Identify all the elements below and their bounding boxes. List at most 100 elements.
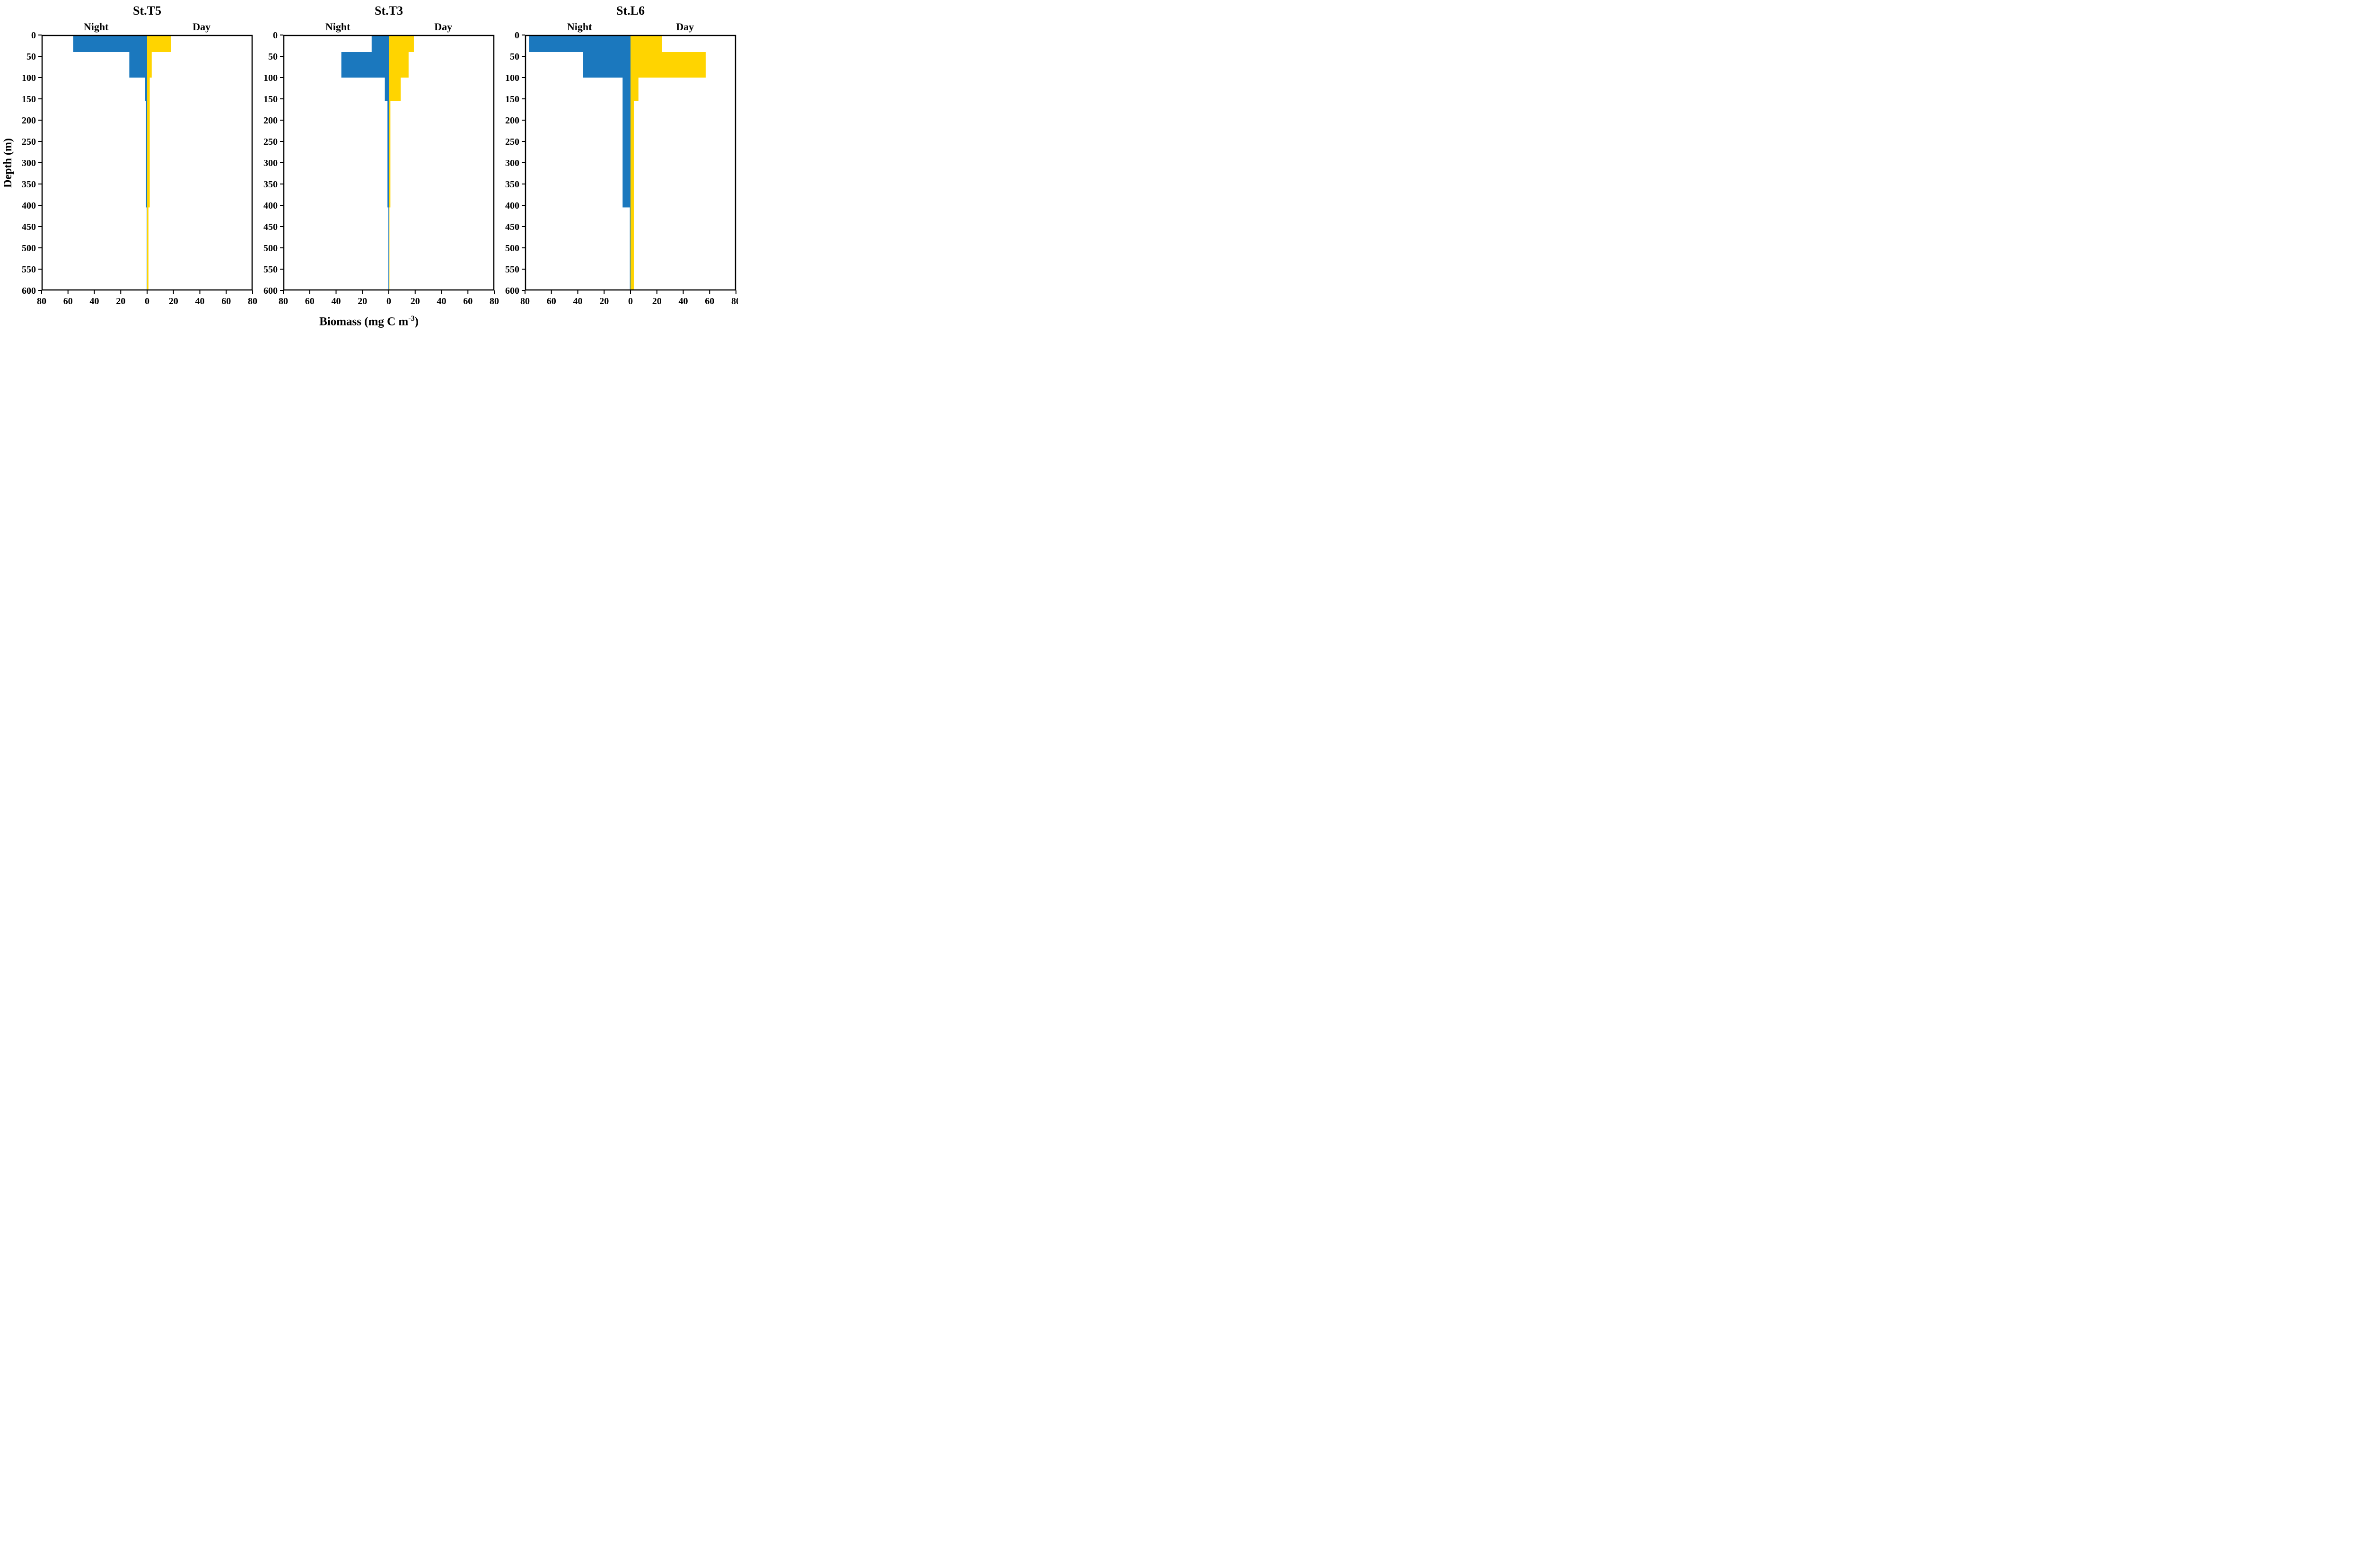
plot-border [525, 35, 736, 291]
panel-st-l6: St.L6 Night Day 806040200204060800501001… [500, 4, 738, 307]
y-tick-label: 150 [22, 94, 36, 105]
x-tick-label: 80 [37, 296, 46, 307]
x-tick-label: 60 [63, 296, 73, 307]
x-axis-label: Biomass (mg C m-3) [0, 315, 738, 328]
y-tick-label: 200 [505, 115, 519, 126]
y-tick-label: 50 [510, 52, 519, 62]
y-tick-label: 350 [22, 179, 36, 190]
x-tick-label: 20 [599, 296, 609, 307]
night-label: Night [567, 21, 592, 33]
night-bar [622, 78, 631, 101]
day-bar [631, 78, 639, 101]
y-axis-label: Depth (m) [1, 138, 14, 188]
y-tick-label: 350 [263, 179, 278, 190]
x-tick-label: 80 [490, 296, 499, 307]
night-day-labels: Night Day [42, 21, 253, 35]
night-bar [129, 52, 147, 78]
night-bar [73, 35, 147, 52]
y-tick-label: 50 [26, 52, 36, 62]
x-tick-label: 60 [705, 296, 714, 307]
y-tick-label: 550 [22, 264, 36, 275]
day-bar [147, 207, 149, 290]
y-tick-label: 500 [22, 243, 36, 254]
day-bar [147, 101, 150, 208]
night-bar [146, 101, 147, 208]
y-tick-label: 400 [505, 201, 519, 211]
panel-title: St.T5 [133, 4, 161, 18]
y-tick-label: 300 [22, 158, 36, 168]
y-tick-label: 250 [505, 137, 519, 147]
x-tick-label: 40 [679, 296, 688, 307]
panels-row: St.T5 Night Day 80 60 40 20 0 20 40 60 80 0 50 100 1… [17, 4, 738, 307]
day-bar [631, 101, 634, 208]
y-tick-label: 600 [263, 286, 278, 296]
chart-svg: 8060402002040608005010015020025030035040… [505, 30, 738, 307]
y-tick-label: 550 [263, 264, 278, 275]
day-bar [389, 52, 409, 78]
y-tick-label: 550 [505, 264, 519, 275]
x-axis-label-suffix: ) [414, 315, 419, 328]
day-bar [389, 78, 401, 101]
x-tick-label: 60 [221, 296, 231, 307]
day-bar [631, 207, 634, 290]
y-tick-label: 600 [22, 286, 36, 296]
y-tick-label: 300 [505, 158, 519, 168]
x-tick-label: 60 [547, 296, 556, 307]
night-bar [385, 78, 389, 101]
x-tick-label: 20 [411, 296, 420, 307]
night-bar [583, 52, 631, 78]
y-tick-label: 250 [22, 137, 36, 147]
y-tick-label: 200 [22, 115, 36, 126]
x-tick-label: 80 [520, 296, 530, 307]
x-axis-label-text: Biomass (mg C m [319, 315, 409, 328]
y-tick-label: 300 [263, 158, 278, 168]
x-tick-label: 20 [652, 296, 662, 307]
day-bar [389, 101, 391, 208]
day-label: Day [676, 21, 694, 33]
x-tick-label: 60 [463, 296, 473, 307]
x-tick-label: 40 [90, 296, 99, 307]
y-axis-label-container: Depth (m) [0, 35, 16, 290]
y-tick-label: 350 [505, 179, 519, 190]
x-tick-label: 20 [116, 296, 125, 307]
x-tick-label: 40 [332, 296, 341, 307]
y-tick-label: 500 [263, 243, 278, 254]
x-tick-label: 80 [731, 296, 738, 307]
y-tick-label: 0 [31, 30, 36, 41]
y-tick-label: 450 [505, 222, 519, 232]
night-label: Night [325, 21, 350, 33]
y-tick-label: 150 [263, 94, 278, 105]
night-bar [371, 35, 389, 52]
night-bar [387, 101, 389, 208]
x-tick-label: 40 [573, 296, 583, 307]
y-tick-label: 450 [22, 222, 36, 232]
plot-border [283, 35, 495, 291]
plot-area: 8060402002040608005010015020025030035040… [505, 30, 738, 307]
night-bar [630, 207, 631, 290]
night-day-labels: Night Day [525, 21, 736, 35]
figure: Depth (m) St.T5 Night Day 80 60 40 20 0 20 40 6… [0, 0, 738, 332]
panel-st-t5: St.T5 Night Day 80 60 40 20 0 20 40 60 80 0 50 100 1… [17, 4, 257, 307]
day-label: Day [434, 21, 453, 33]
y-tick-label: 400 [263, 201, 278, 211]
y-tick-label: 0 [273, 30, 278, 41]
x-axis-label-superscript: -3 [408, 314, 415, 323]
x-tick-label: 60 [305, 296, 315, 307]
y-tick-label: 600 [505, 286, 519, 296]
x-tick-label: 0 [386, 296, 391, 307]
day-bar [147, 78, 150, 101]
y-tick-label: 50 [268, 52, 278, 62]
day-bar [631, 35, 662, 52]
y-tick-label: 100 [505, 73, 519, 83]
x-tick-label: 40 [437, 296, 447, 307]
night-bar [341, 52, 389, 78]
day-bar [147, 35, 171, 52]
night-bar [529, 35, 631, 52]
day-label: Day [193, 21, 211, 33]
panel-title: St.T3 [375, 4, 403, 18]
plot-border [41, 35, 253, 291]
day-bar [147, 52, 152, 78]
